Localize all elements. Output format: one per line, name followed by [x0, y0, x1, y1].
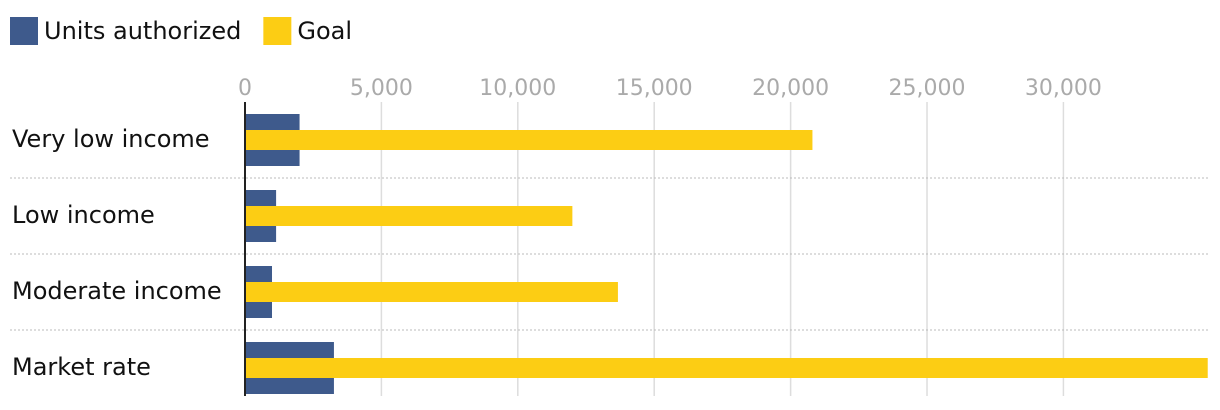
legend-swatch	[10, 17, 38, 45]
bar	[245, 130, 813, 150]
x-tick-label: 15,000	[616, 76, 693, 101]
x-tick-label: 10,000	[479, 76, 556, 101]
bar	[245, 358, 1208, 378]
y-tick-label: Market rate	[12, 353, 151, 381]
y-tick-label: Moderate income	[12, 277, 222, 305]
y-tick-label: Low income	[12, 201, 155, 229]
y-tick-label: Very low income	[12, 125, 210, 153]
legend-label: Units authorized	[44, 17, 241, 45]
bar	[245, 282, 618, 302]
bar	[245, 206, 573, 226]
x-tick-label: 30,000	[1025, 76, 1102, 101]
legend-label: Goal	[297, 17, 352, 45]
x-tick-label: 20,000	[752, 76, 829, 101]
x-tick-label: 0	[238, 76, 252, 101]
x-tick-label: 5,000	[350, 76, 413, 101]
legend-swatch	[263, 17, 292, 45]
x-tick-label: 25,000	[889, 76, 966, 101]
